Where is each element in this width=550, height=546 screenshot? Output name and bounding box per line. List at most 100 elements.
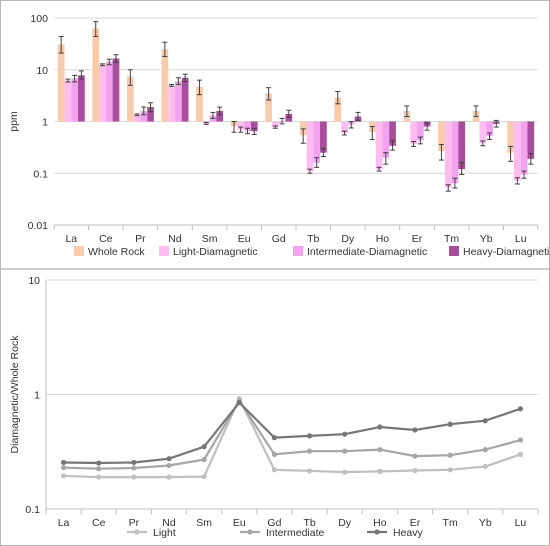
point-intermediate-tb [306, 448, 313, 454]
legend-label-intermediate-diamagnetic: Intermediate-Diamagnetic [307, 246, 427, 258]
legend-label-whole-rock: Whole Rock [88, 246, 145, 258]
x-tick-label-eu: Eu [233, 517, 246, 529]
legend-label-light-diamagnetic: Light-Diamagnetic [173, 246, 258, 258]
bar-light-diamagnetic-dy [341, 121, 348, 133]
bar-whole-rock-dy [334, 97, 342, 122]
x-tick-label-er: Er [410, 517, 421, 529]
legend-swatch-heavy-diamagnetic [449, 246, 459, 256]
point-heavy-ho [377, 424, 383, 430]
bar-light-diamagnetic-er [410, 121, 417, 144]
x-tick-label-lu: Lu [515, 517, 527, 529]
series-line-intermediate [63, 398, 521, 470]
legend-label-intermediate: Intermediate [266, 527, 325, 539]
line-chart-diamagnetic-ratio: 10 1 0.1 La Ce Pr Nd Sm Eu Gd Tb Dy Ho Er Tm Yb Lu Diamag… [9, 275, 539, 539]
bar-heavy-diamagnetic-nd [181, 77, 189, 122]
bar-intermediate-diamagnetic-lu [520, 121, 528, 175]
point-light-gd [271, 467, 278, 473]
point-heavy-yb [482, 418, 488, 424]
y-tick-label: 0.1 [25, 504, 40, 516]
x-tick-label-tm: Tm [443, 517, 458, 529]
bar-light-diamagnetic-ce [99, 64, 106, 122]
x-tick-label-ce: Ce [92, 517, 106, 529]
point-intermediate-gd [271, 451, 278, 457]
bar-heavy-diamagnetic-la [78, 75, 85, 122]
bar-intermediate-diamagnetic-tm [451, 121, 459, 183]
bar-light-diamagnetic-nd [168, 85, 175, 122]
bar-whole-rock-tb [299, 121, 307, 135]
point-light-tb [306, 468, 313, 474]
legend-swatch-light-diamagnetic [159, 246, 169, 256]
point-heavy-lu [517, 406, 524, 412]
x-tick-label-ho: Ho [373, 517, 387, 529]
y-tick-label: 10 [28, 275, 40, 287]
bar-intermediate-diamagnetic-la [71, 78, 79, 122]
point-light-tm [447, 467, 453, 473]
point-intermediate-ce [96, 466, 102, 472]
legend-marker-heavy [374, 529, 380, 535]
x-tick-label-dy: Dy [338, 517, 352, 529]
point-light-dy [342, 469, 348, 475]
x-tick-label-pr: Pr [135, 233, 146, 245]
point-intermediate-dy [342, 448, 348, 454]
x-tick-label-eu: Eu [238, 233, 251, 245]
x-tick-label-la: La [65, 233, 77, 245]
x-tick-label-lu: Lu [515, 233, 527, 245]
bar-intermediate-diamagnetic-pr [140, 110, 148, 122]
x-tick-label-gd: Gd [272, 233, 286, 245]
point-light-lu [517, 451, 524, 457]
bar-light-diamagnetic-eu [237, 121, 245, 130]
bar-intermediate-diamagnetic-tb [313, 121, 321, 163]
point-intermediate-sm [201, 457, 207, 463]
bar-heavy-diamagnetic-sm [216, 110, 224, 122]
bar-light-diamagnetic-la [64, 80, 72, 122]
bar-light-diamagnetic-pr [133, 114, 141, 122]
bar-heavy-diamagnetic-ce [112, 58, 120, 122]
bar-intermediate-diamagnetic-nd [175, 81, 182, 122]
series-line-heavy [63, 400, 521, 465]
bar-heavy-diamagnetic-ho [389, 121, 396, 146]
point-heavy-nd [166, 456, 172, 462]
bar-whole-rock-sm [196, 86, 203, 122]
bar-intermediate-diamagnetic-yb [486, 121, 493, 137]
bar-intermediate-diamagnetic-eu [244, 121, 251, 131]
point-light-la [60, 473, 67, 479]
bar-light-diamagnetic-gd [271, 121, 279, 128]
bar-light-diamagnetic-yb [479, 121, 487, 144]
x-tick-label-sm: Sm [202, 233, 218, 245]
point-heavy-tm [447, 421, 453, 427]
point-heavy-sm [201, 444, 207, 450]
bar-light-diamagnetic-tb [306, 121, 314, 172]
x-tick-label-nd: Nd [168, 233, 182, 245]
point-intermediate-la [60, 464, 67, 471]
point-intermediate-tm [447, 452, 453, 458]
point-light-yb [482, 463, 488, 470]
point-light-pr [131, 474, 137, 480]
legend-label-light: Light [153, 527, 176, 539]
point-light-er [412, 467, 418, 474]
legend-label-heavy-diamagnetic: Heavy-Diamagnetic [463, 246, 549, 258]
bar-whole-rock-la [57, 44, 65, 122]
bar-whole-rock-tm [438, 121, 445, 151]
y-tick-label: 100 [30, 13, 48, 25]
x-tick-label-nd: Nd [162, 517, 176, 529]
point-intermediate-nd [166, 462, 172, 469]
x-tick-label-tb: Tb [307, 233, 319, 245]
y-tick-label: 0.01 [28, 220, 49, 232]
bar-chart-ree-ppm: 100 10 1 0.1 0.01 La Ce Pr Nd Sm Eu Gd Tb Dy Ho Er Tm Yb L… [8, 13, 549, 258]
y-tick-label: 1 [34, 390, 40, 402]
series-line-light [63, 396, 521, 479]
bar-whole-rock-lu [507, 121, 514, 153]
x-tick-label-tm: Tm [444, 233, 459, 245]
point-intermediate-yb [482, 447, 488, 453]
point-intermediate-pr [131, 465, 137, 471]
point-light-ce [96, 474, 102, 480]
point-intermediate-ho [377, 447, 383, 453]
point-intermediate-lu [517, 437, 524, 443]
point-intermediate-er [412, 453, 418, 459]
x-tick-label-tb: Tb [303, 517, 315, 529]
bar-heavy-diamagnetic-pr [147, 107, 154, 122]
x-tick-label-la: La [58, 517, 70, 529]
point-heavy-eu [236, 399, 242, 406]
y-tick-label: 0.1 [33, 168, 48, 180]
